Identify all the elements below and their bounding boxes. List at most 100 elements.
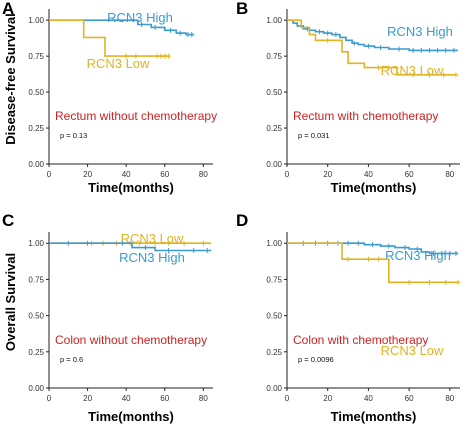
x-tick-label: 60 [160, 394, 169, 403]
censor-mark [376, 256, 382, 262]
y-tick-label: 0.25 [266, 124, 282, 133]
ylabel-overall-survival: Overall Survival [3, 253, 18, 351]
x-tick-label: 20 [83, 170, 92, 179]
censor-mark [139, 22, 145, 28]
censor-mark [189, 32, 195, 38]
censor-mark [376, 65, 382, 71]
censor-mark [166, 240, 172, 246]
censor-mark [166, 247, 172, 253]
p-value: p = 0.13 [60, 131, 87, 140]
censor-mark [177, 30, 183, 36]
survival-curve-low [287, 242, 458, 284]
censor-mark [378, 45, 384, 51]
x-tick-label: 0 [285, 394, 290, 403]
panel-letter: B [236, 0, 248, 18]
y-tick-label: 0.00 [266, 160, 282, 169]
x-axis-label: Time(months) [331, 409, 417, 424]
censor-mark [426, 47, 432, 53]
panel-letter: C [2, 211, 14, 230]
x-axis-label: Time(months) [331, 180, 417, 195]
x-tick-label: 0 [47, 394, 52, 403]
x-tick-label: 60 [160, 170, 169, 179]
x-tick-label: 20 [83, 394, 92, 403]
censor-mark [455, 279, 461, 285]
panel-c: C 0.00 0.25 0.50 0.75 1.00 0 20 40 60 80 Time(month… [2, 211, 213, 424]
censor-mark [317, 29, 323, 35]
censor-mark [181, 240, 187, 246]
y-tick-label: 0.75 [28, 275, 44, 284]
censor-mark [191, 247, 197, 253]
censor-mark [410, 72, 416, 78]
censor-mark [133, 53, 139, 59]
censor-mark [345, 240, 351, 246]
series-label: RCN3 High [119, 250, 185, 265]
censor-mark [200, 240, 206, 246]
x-tick-label: 80 [445, 394, 454, 403]
censor-mark [325, 37, 331, 43]
x-tick-label: 40 [122, 170, 131, 179]
censor-mark [426, 279, 432, 285]
x-axis-label: Time(months) [88, 180, 174, 195]
censor-mark [365, 43, 371, 49]
censor-mark [351, 40, 357, 46]
ylabel-disease-free-survival: Disease-free Survival [3, 13, 18, 145]
censor-mark [402, 245, 408, 251]
censor-mark [451, 47, 457, 53]
censor-mark [386, 65, 392, 71]
series-label: RCN3 High [107, 10, 173, 25]
censor-mark [396, 46, 402, 52]
censor-mark [443, 47, 449, 53]
series-label: RCN3 Low [381, 343, 444, 358]
censor-mark [369, 242, 375, 248]
x-tick-label: 20 [323, 170, 332, 179]
y-tick-label: 0.50 [28, 312, 44, 321]
survival-curve-low [49, 19, 169, 57]
censor-mark [441, 72, 447, 78]
censor-mark [386, 243, 392, 249]
y-tick-label: 0.00 [28, 160, 44, 169]
panel-a: A 0.00 0.25 0.50 0.75 1.00 0 20 40 60 80 Time(month… [2, 0, 217, 195]
p-value: p = 0.6 [60, 355, 83, 364]
y-tick-label: 1.00 [28, 16, 44, 25]
y-tick-label: 0.00 [28, 384, 44, 393]
p-value: p = 0.0096 [298, 355, 334, 364]
censor-mark [333, 32, 339, 38]
x-tick-label: 0 [47, 170, 52, 179]
y-tick-label: 1.00 [266, 16, 282, 25]
y-tick-label: 0.00 [266, 384, 282, 393]
y-tick-label: 0.75 [28, 52, 44, 61]
series-label: RCN3 Low [87, 56, 150, 71]
series-label: RCN3 Low [381, 63, 444, 78]
censor-mark [435, 47, 441, 53]
censor-mark [418, 47, 424, 53]
censor-mark [431, 250, 437, 256]
panel-b: B 0.00 0.25 0.50 0.75 1.00 0 20 40 60 80 Time(month… [236, 0, 460, 195]
y-tick-label: 0.50 [28, 88, 44, 97]
censor-mark [355, 240, 361, 246]
x-axis-label: Time(months) [88, 409, 174, 424]
y-tick-label: 0.25 [28, 348, 44, 357]
censor-mark [119, 240, 125, 246]
censor-mark [453, 250, 459, 256]
y-tick-label: 0.50 [266, 312, 282, 321]
panels-group: A 0.00 0.25 0.50 0.75 1.00 0 20 40 60 80 Time(month… [2, 0, 461, 424]
y-tick-label: 0.50 [266, 88, 282, 97]
panel-annotation: Rectum without chemotherapy [55, 109, 217, 123]
censor-mark [137, 240, 143, 246]
censor-mark [85, 240, 91, 246]
panel-annotation: Colon without chemotherapy [55, 333, 207, 347]
panel-annotation: Rectum with chemotherapy [293, 109, 438, 123]
censor-mark [166, 53, 172, 59]
censor-mark [204, 247, 210, 253]
panel-letter: A [2, 0, 14, 18]
censor-mark [65, 240, 71, 246]
censor-mark [365, 256, 371, 262]
x-tick-label: 80 [445, 170, 454, 179]
censor-mark [443, 279, 449, 285]
x-tick-label: 80 [199, 394, 208, 403]
panel-letter: D [236, 211, 248, 230]
censor-mark [453, 72, 459, 78]
x-tick-label: 40 [364, 170, 373, 179]
series-label: RCN3 High [387, 24, 453, 39]
